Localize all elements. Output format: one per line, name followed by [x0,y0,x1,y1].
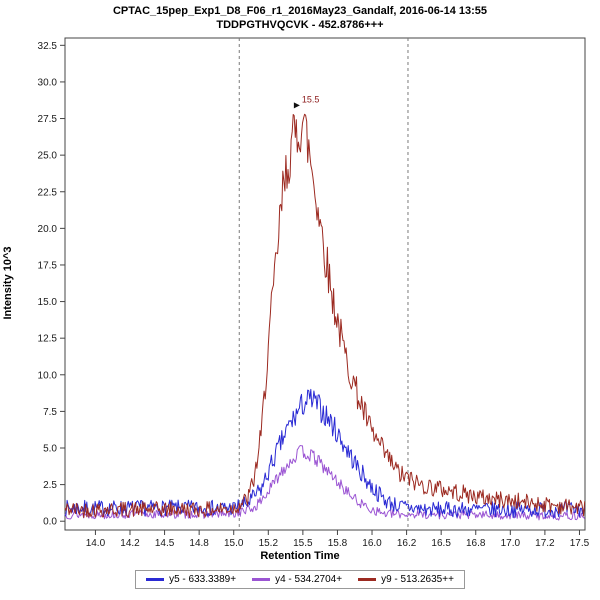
svg-text:16.8: 16.8 [466,538,486,549]
svg-text:15.5: 15.5 [293,538,313,549]
svg-text:16.0: 16.0 [362,538,382,549]
svg-text:32.5: 32.5 [38,41,58,52]
legend-label: y9 - 513.2635++ [381,574,454,585]
legend-label: y5 - 633.3389+ [169,574,237,585]
svg-text:17.5: 17.5 [38,260,58,271]
svg-text:14.8: 14.8 [189,538,209,549]
series-color-swatch [252,578,271,581]
legend: y5 - 633.3389+ y4 - 534.2704+ y9 - 513.2… [0,570,600,589]
svg-text:14.0: 14.0 [86,538,106,549]
svg-text:14.2: 14.2 [120,538,140,549]
legend-label: y4 - 534.2704+ [275,574,343,585]
legend-box: y5 - 633.3389+ y4 - 534.2704+ y9 - 513.2… [135,570,465,589]
series-color-swatch [358,578,377,581]
svg-text:30.0: 30.0 [38,77,58,88]
svg-text:20.0: 20.0 [38,224,58,235]
legend-item-y4: y4 - 534.2704+ [252,574,342,585]
svg-text:5.0: 5.0 [43,444,57,455]
chart-canvas[interactable]: 14.0 14.2 14.5 14.8 15.0 15.2 15.5 15.8 16.0 16.2… [0,34,600,549]
svg-text:7.5: 7.5 [43,407,57,418]
legend-item-y9: y9 - 513.2635++ [358,574,454,585]
peak-retention-time-annotation: 15.5 [302,94,320,104]
svg-text:16.2: 16.2 [397,538,417,549]
svg-text:22.5: 22.5 [38,187,58,198]
svg-text:25.0: 25.0 [38,151,58,162]
legend-item-y5: y5 - 633.3389+ [146,574,236,585]
svg-text:15.0: 15.0 [224,538,244,549]
svg-text:15.0: 15.0 [38,297,58,308]
svg-text:2.5: 2.5 [43,480,57,491]
svg-text:17.2: 17.2 [535,538,555,549]
svg-text:27.5: 27.5 [38,114,58,125]
x-axis-label: Retention Time [260,550,340,562]
svg-text:17.0: 17.0 [501,538,521,549]
svg-text:12.5: 12.5 [38,334,58,345]
series-color-swatch [146,578,165,581]
y-axis-label: Intensity 10^3 [2,246,14,320]
svg-text:0.0: 0.0 [43,517,57,528]
svg-text:15.2: 15.2 [259,538,279,549]
chart-title: CPTAC_15pep_Exp1_D8_F06_r1_2016May23_Gan… [112,5,488,17]
svg-text:10.0: 10.0 [38,370,58,381]
svg-text:16.5: 16.5 [431,538,451,549]
svg-text:15.8: 15.8 [328,538,348,549]
svg-text:17.5: 17.5 [570,538,590,549]
svg-text:14.5: 14.5 [155,538,175,549]
peptide-subtitle: TDDPGTHVQCVK - 452.8786+++ [216,19,384,31]
